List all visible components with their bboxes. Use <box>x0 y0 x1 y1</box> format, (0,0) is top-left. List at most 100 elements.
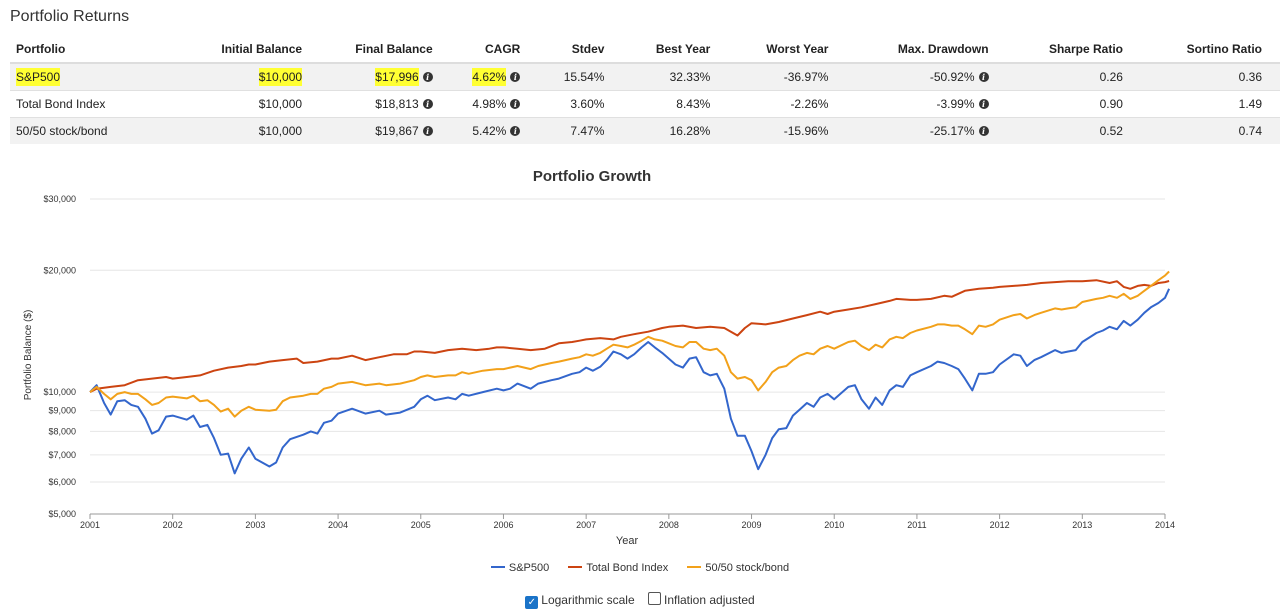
info-circle-icon[interactable]: i <box>510 72 521 82</box>
legend-swatch <box>568 566 583 568</box>
inflation-adjusted-checkbox[interactable] <box>647 592 661 605</box>
y-axis: $5,000 $6,000 $7,000 $8,000 $9,000 $10,000 $20… <box>43 194 76 519</box>
inflation-adjusted-option[interactable]: Inflation adjusted <box>647 592 755 607</box>
cagr-value: 4.98% <box>472 97 507 111</box>
worst-year-value: -36.97% <box>716 62 835 91</box>
worst-year-value: -15.96% <box>716 117 835 144</box>
chart-legend: S&P500 Total Bond Index 50/50 stock/bond <box>0 562 1280 574</box>
table-header-row: Portfolio Initial Balance Final Balance … <box>10 35 1280 64</box>
col-cagr[interactable]: CAGR <box>438 35 527 64</box>
sharpe-value: 0.26 <box>994 62 1129 91</box>
final-balance: $18,813 <box>375 97 419 111</box>
x-tick-label: 2005 <box>411 520 431 530</box>
chart-series <box>89 270 1171 475</box>
portfolio-name: 50/50 stock/bond <box>10 117 156 144</box>
col-portfolio[interactable]: Portfolio <box>10 35 156 64</box>
series-line-s-p500 <box>89 288 1171 475</box>
portfolio-growth-chart: Portfolio Growth $5,000 $6,000 $7,000 $8,00… <box>23 168 1175 547</box>
y-tick-label: $9,000 <box>48 406 76 416</box>
portfolio-name: Total Bond Index <box>10 90 156 118</box>
chart-options: ✓ Logarithmic scale Inflation adjusted <box>0 592 1280 609</box>
max-drawdown-value: -3.99% <box>936 97 975 111</box>
portfolio-name: S&P500 <box>16 68 61 86</box>
best-year-value: 32.33% <box>610 62 717 91</box>
col-final-balance[interactable]: Final Balance <box>308 35 439 64</box>
y-tick-label: $7,000 <box>48 450 76 460</box>
x-tick-label: 2001 <box>80 520 100 530</box>
max-drawdown-value: -50.92% <box>929 70 975 84</box>
x-tick-label: 2012 <box>990 520 1010 530</box>
y-tick-label: $5,000 <box>48 509 76 519</box>
y-tick-label: $30,000 <box>43 194 76 204</box>
info-circle-icon[interactable]: i <box>422 126 433 136</box>
x-axis-label: Year <box>616 535 639 547</box>
x-tick-label: 2004 <box>328 520 348 530</box>
sortino-value: 0.36 <box>1128 62 1268 91</box>
info-circle-icon[interactable]: i <box>422 72 433 82</box>
chart-gridlines <box>90 198 1165 515</box>
col-stdev[interactable]: Stdev <box>526 35 611 64</box>
stdev-value: 15.54% <box>526 62 611 91</box>
x-tick-label: 2003 <box>245 520 265 530</box>
x-tick-label: 2009 <box>742 520 762 530</box>
final-balance: $17,996 <box>375 68 419 86</box>
info-circle-icon[interactable]: i <box>510 99 521 109</box>
info-circle-icon[interactable]: i <box>422 99 433 109</box>
initial-balance: $10,000 <box>258 68 303 86</box>
series-line-total-bond-index <box>89 279 1170 393</box>
y-axis-label: Portfolio Balance ($) <box>23 310 34 401</box>
x-tick-label: 2006 <box>493 520 513 530</box>
col-initial-balance[interactable]: Initial Balance <box>155 35 309 64</box>
table-row: Total Bond Index $10,000 $18,813 i 4.98% i… <box>10 90 1280 118</box>
legend-label: S&P500 <box>508 562 550 574</box>
logarithmic-scale-checkbox[interactable]: ✓ <box>525 596 539 609</box>
sharpe-value: 0.90 <box>994 90 1129 118</box>
x-tick-label: 2014 <box>1155 520 1175 530</box>
x-tick-label: 2013 <box>1072 520 1092 530</box>
info-circle-icon[interactable]: i <box>978 99 989 109</box>
max-drawdown-value: -25.17% <box>929 124 975 138</box>
legend-swatch <box>490 566 505 568</box>
best-year-value: 16.28% <box>610 117 717 144</box>
y-tick-label: $6,000 <box>48 477 76 487</box>
x-tick-label: 2011 <box>907 520 926 530</box>
legend-item-total-bond-index[interactable]: Total Bond Index <box>568 562 668 574</box>
col-sortino-ratio[interactable]: Sortino Ratio <box>1128 35 1268 64</box>
y-tick-label: $10,000 <box>43 387 76 397</box>
cagr-value: 5.42% <box>472 124 507 138</box>
table-row: S&P500 $10,000 $17,996 i 4.62% i 15.54% 32… <box>10 62 1280 91</box>
cagr-value: 4.62% <box>472 68 507 86</box>
col-max-drawdown[interactable]: Max. Drawdown <box>834 35 995 64</box>
y-tick-label: $8,000 <box>48 426 76 436</box>
col-worst-year[interactable]: Worst Year <box>716 35 835 64</box>
col-sharpe-ratio[interactable]: Sharpe Ratio <box>994 35 1129 64</box>
logarithmic-scale-option[interactable]: ✓ Logarithmic scale <box>525 593 635 609</box>
legend-item-sp500[interactable]: S&P500 <box>490 562 550 574</box>
table-row: 50/50 stock/bond $10,000 $19,867 i 5.42% i… <box>10 117 1280 144</box>
legend-label: Total Bond Index <box>586 562 669 574</box>
legend-swatch <box>687 566 702 568</box>
legend-item-50-50-stock-bond[interactable]: 50/50 stock/bond <box>687 562 789 574</box>
worst-year-value: -2.26% <box>716 90 835 118</box>
inflation-adjusted-label: Inflation adjusted <box>663 593 755 607</box>
section-title: Portfolio Returns <box>10 8 130 25</box>
x-tick-label: 2010 <box>824 520 844 530</box>
logarithmic-scale-label: Logarithmic scale <box>541 593 635 607</box>
x-tick-label: 2002 <box>163 520 183 530</box>
sharpe-value: 0.52 <box>994 117 1129 144</box>
y-tick-label: $20,000 <box>43 265 76 275</box>
x-tick-label: 2008 <box>659 520 679 530</box>
portfolio-returns-table: Portfolio Initial Balance Final Balance … <box>10 35 1280 144</box>
chart-title: Portfolio Growth <box>533 168 651 185</box>
info-circle-icon[interactable]: i <box>978 72 989 82</box>
info-circle-icon[interactable]: i <box>978 126 989 136</box>
x-axis: 2001 2002 2003 2004 2005 2006 2007 2008 2009 2010… <box>80 513 1175 530</box>
sortino-value: 0.74 <box>1128 117 1268 144</box>
series-line-50-50-stock-bond <box>89 270 1170 418</box>
sortino-value: 1.49 <box>1128 90 1268 118</box>
final-balance: $19,867 <box>375 124 419 138</box>
info-circle-icon[interactable]: i <box>510 126 521 136</box>
col-best-year[interactable]: Best Year <box>610 35 717 64</box>
x-tick-label: 2007 <box>576 520 596 530</box>
stdev-value: 7.47% <box>526 117 611 144</box>
